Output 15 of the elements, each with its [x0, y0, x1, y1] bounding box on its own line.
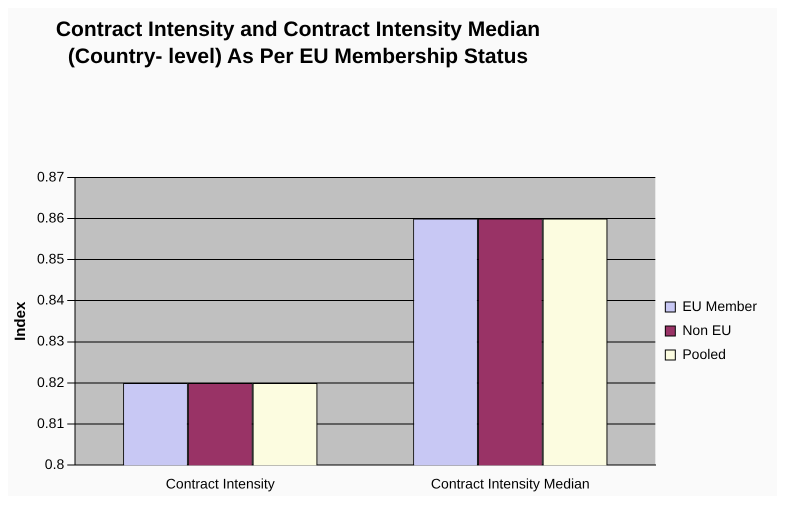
- legend-label: Non EU: [682, 322, 732, 338]
- y-tick-label: 0.8: [44, 456, 64, 472]
- y-tick-label: 0.84: [37, 292, 64, 308]
- y-tick-label: 0.83: [37, 332, 64, 349]
- y-tick-label: 0.81: [37, 414, 64, 431]
- y-tick-label: 0.82: [37, 374, 64, 390]
- x-tick-label: Contract Intensity Median: [430, 475, 590, 492]
- y-tick-label: 0.86: [37, 209, 64, 226]
- legend-label: Pooled: [682, 346, 726, 362]
- y-tick-label: 0.87: [37, 168, 64, 184]
- chart-title: Contract Intensity and Contract Intensity Median (Country- level) As Per EU Membership Status: [54, 17, 542, 70]
- y-axis-title: Index: [12, 301, 30, 341]
- x-tick-label: Contract Intensity: [166, 475, 275, 492]
- legend-label: EU Member: [682, 298, 758, 314]
- y-tick-label: 0.85: [37, 250, 64, 266]
